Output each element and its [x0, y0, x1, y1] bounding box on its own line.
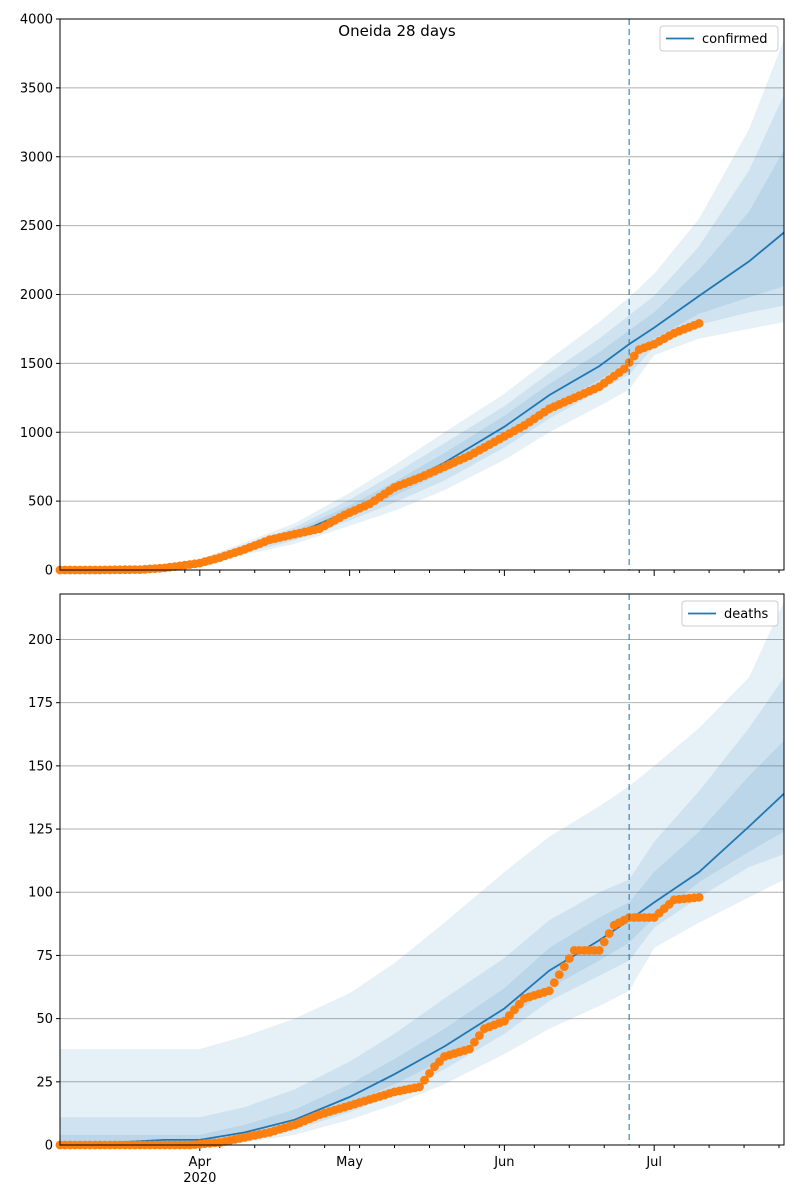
- credible-band: [60, 601, 784, 1145]
- y-tick-label: 2000: [20, 288, 53, 303]
- y-tick-label: 0: [45, 564, 53, 579]
- y-tick-label: 100: [28, 886, 53, 901]
- observed-point: [629, 351, 639, 361]
- y-tick-label: 200: [28, 633, 53, 648]
- y-tick-label: 75: [36, 949, 53, 964]
- y-tick-label: 1000: [20, 426, 53, 441]
- observed-point: [515, 999, 524, 1009]
- model-line: [59, 793, 785, 1146]
- observed-point: [564, 954, 574, 963]
- observed-point: [604, 929, 614, 938]
- y-tick-label: 50: [36, 1012, 53, 1027]
- x-tick-sublabel: 2020: [183, 1171, 216, 1186]
- y-tick-label: 2500: [20, 219, 53, 234]
- y-tick-label: 4000: [20, 13, 53, 28]
- y-tick-label: 3000: [20, 150, 53, 165]
- confirmed-panel: 0 500 1000 1500 2000 2500 3000 3500 4000 confirme…: [20, 13, 785, 579]
- observed-point: [505, 1011, 514, 1020]
- legend-label: deaths: [724, 607, 769, 622]
- observed-point: [544, 986, 554, 996]
- y-tick-label: 3500: [20, 81, 53, 96]
- axes-frame: [59, 593, 785, 1146]
- legend-box: [659, 25, 779, 52]
- y-tick-label: 0: [45, 1139, 53, 1154]
- observed-point: [475, 1031, 484, 1040]
- observed-point: [554, 970, 564, 979]
- legend: confirmed: [659, 25, 779, 52]
- legend-box: [681, 600, 779, 627]
- figure-title: Oneida 28 days: [338, 22, 456, 40]
- observed-point: [500, 1016, 509, 1026]
- y-tick-label: 175: [28, 696, 53, 711]
- y-tick-label: 1500: [20, 357, 53, 372]
- observed-point: [549, 978, 559, 988]
- observed-point: [470, 1037, 479, 1047]
- observed-point: [415, 1082, 424, 1092]
- credible-band: [60, 677, 784, 1145]
- credible-band: [60, 39, 784, 570]
- y-tick-label: 150: [28, 759, 53, 774]
- deaths-panel: 0 25 50 75 100 125 150 175 200 deaths: [28, 593, 785, 1154]
- credible-band: [60, 149, 784, 570]
- observed-point: [694, 892, 704, 902]
- observed-point: [425, 1069, 434, 1078]
- y-tick-label: 500: [28, 495, 53, 510]
- legend-label: confirmed: [702, 32, 768, 47]
- y-tick-label: 25: [36, 1075, 53, 1090]
- axes-frame: [59, 18, 785, 571]
- observed-point: [420, 1075, 429, 1085]
- y-tick-label: 125: [28, 823, 53, 838]
- observed-point: [694, 319, 704, 328]
- observed-point: [465, 1044, 474, 1054]
- x-tick-label: Apr: [189, 1155, 212, 1170]
- legend: deaths: [681, 600, 779, 627]
- observed-point: [594, 946, 604, 955]
- x-tick-label: May: [336, 1155, 363, 1170]
- x-tick-label: Jun: [493, 1155, 514, 1170]
- credible-band: [60, 740, 784, 1145]
- observed-point: [619, 364, 629, 374]
- observed-point: [510, 1005, 519, 1015]
- x-tick-label: Jul: [645, 1155, 662, 1170]
- observed-point: [599, 937, 609, 947]
- observed-point: [559, 962, 569, 971]
